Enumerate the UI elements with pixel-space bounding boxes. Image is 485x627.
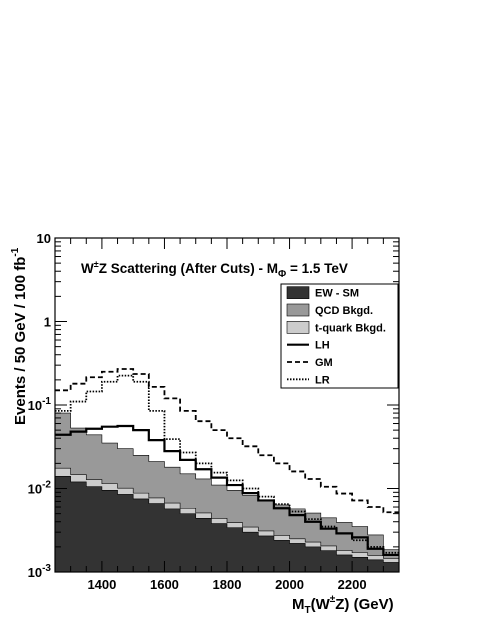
xlabel-superscript: ± [330, 594, 336, 605]
title-superscript: ± [94, 259, 99, 269]
xlabel-part: (W [311, 596, 331, 613]
y-tick-base: 10 [28, 398, 42, 413]
y-tick-exponent: -1 [42, 396, 51, 407]
title-part: = 1.5 TeV [286, 261, 348, 276]
x-tick-label: 1600 [150, 577, 179, 592]
legend-swatch-qcd-bkgd [286, 303, 310, 317]
legend-label-qcd-bkgd: QCD Bkgd. [315, 305, 373, 317]
title-part: W [81, 261, 94, 276]
x-tick-label: 1800 [213, 577, 242, 592]
axes [54, 237, 400, 573]
y-axis-title: Events / 50 GeV / 100 fb-1 [10, 247, 29, 425]
y-tick-base: 1 [44, 315, 51, 330]
xlabel-part: M [292, 596, 305, 613]
x-tick-label: 2200 [338, 577, 367, 592]
xlabel-part: Z) (GeV) [335, 596, 393, 613]
y-tick-exponent: -3 [42, 563, 51, 574]
x-axis-title: MT(W±Z) (GeV) [292, 594, 394, 616]
y-tick-base: 10 [28, 565, 42, 580]
y-tick-exponent: -2 [42, 480, 51, 491]
xlabel-subscript: T [305, 605, 311, 616]
legend-label-ew-sm: EW - SM [315, 288, 359, 300]
ylabel-part: Events / 50 GeV / 100 fb [12, 257, 29, 425]
y-tick-base: 10 [37, 231, 51, 246]
chart-title: W±Z Scattering (After Cuts) - MΦ = 1.5 T… [81, 259, 348, 280]
signal-lines [55, 368, 399, 557]
legend-label-lh: LH [315, 340, 330, 352]
x-tick-label: 1400 [87, 577, 116, 592]
x-tick-label: 2000 [275, 577, 304, 592]
y-tick-label: 10-2 [28, 480, 52, 497]
y-tick-label: 10-1 [28, 396, 52, 413]
legend-label-gm: GM [315, 357, 333, 369]
line-gm [55, 368, 399, 514]
legend-label-t-quark-bkgd: t-quark Bkgd. [315, 322, 386, 334]
y-tick-label: 10 [37, 231, 51, 246]
legend-label-lr: LR [315, 374, 330, 386]
stack-ew-sm [54, 475, 400, 573]
title-subscript: Φ [278, 269, 286, 280]
y-tick-base: 10 [28, 482, 42, 497]
stacked-fills [54, 412, 400, 573]
legend-swatch-t-quark-bkgd [286, 321, 310, 334]
y-tick-label: 1 [44, 315, 51, 330]
title-part: Z Scattering (After Cuts) - M [99, 261, 278, 276]
legend: EW - SM QCD Bkgd. t-quark Bkgd. LH GM LR [280, 283, 399, 389]
legend-box [280, 283, 399, 389]
y-tick-label: 10-3 [28, 563, 52, 580]
legend-swatch-ew-sm [286, 286, 310, 299]
ylabel-superscript: -1 [10, 247, 21, 256]
